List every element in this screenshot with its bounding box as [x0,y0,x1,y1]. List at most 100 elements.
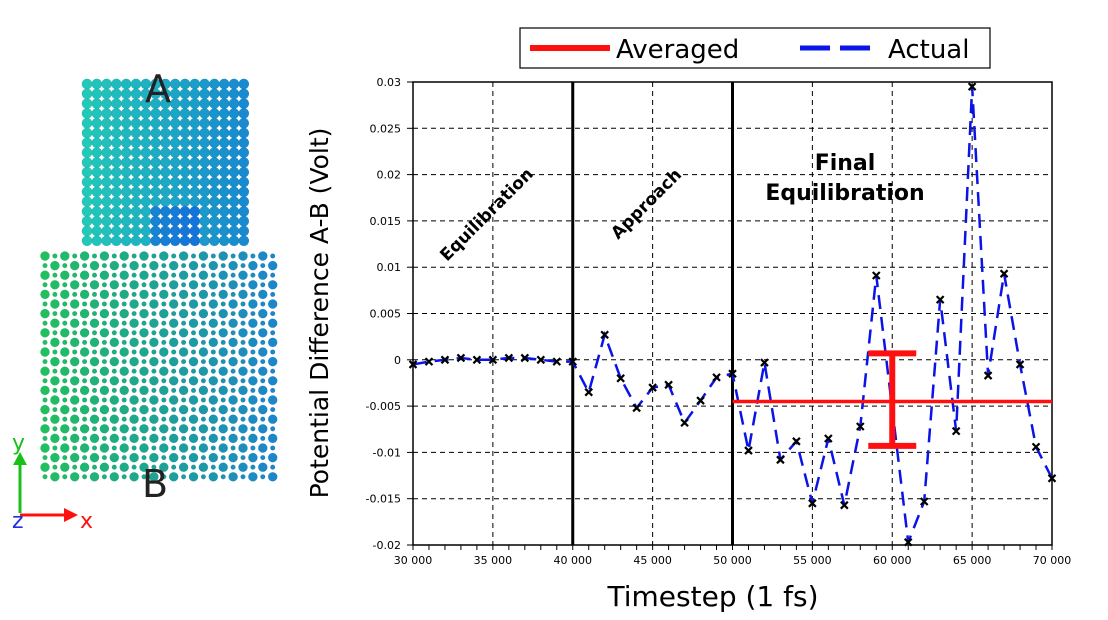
atom [62,358,68,365]
atom [161,320,167,326]
atom [59,443,70,453]
atom [69,452,80,463]
atom [180,454,187,461]
atom [270,310,276,317]
legend: Averaged Actual [519,27,991,69]
atom [267,433,278,444]
x-marker [1047,474,1057,483]
atom [139,308,149,319]
atom [151,426,157,432]
atom [267,356,278,367]
x-marker [776,455,785,465]
atom [240,435,246,442]
x-marker [552,357,562,366]
atom [81,301,88,307]
atom [168,318,179,329]
atom [161,262,167,269]
atom [210,310,216,317]
atom [121,320,127,326]
atom [62,320,68,326]
atom [220,378,226,384]
atom [161,435,167,442]
data-point-marker [856,422,865,431]
atom [109,414,120,425]
series [408,82,1057,547]
atom [240,262,246,269]
atom [210,387,216,394]
atom [190,253,197,259]
atom [69,260,80,271]
atom [220,416,226,422]
atom [178,404,189,415]
atom [91,349,98,355]
atom [228,452,238,463]
atom [52,464,58,470]
atom [220,454,226,461]
atom [89,414,100,425]
data-point-marker [664,380,673,390]
atom [250,464,256,470]
data-point-marker [983,371,993,380]
atom [89,395,100,405]
atom [131,349,137,355]
atom [240,474,246,480]
atom [180,474,187,480]
atom [99,443,110,453]
atom [59,347,70,357]
atom [99,251,110,261]
atom [267,260,278,271]
y-axis-label: y [12,431,25,456]
atom [270,272,276,278]
x-marker [472,355,482,365]
data-point-marker [520,353,530,363]
x-axis-label: Timestep (1 fs) [607,580,819,613]
atom [81,397,88,403]
atom [52,253,58,259]
atom [131,310,137,317]
atom [248,375,258,386]
atom [89,471,100,482]
atom [79,462,90,473]
atom [248,395,258,405]
x-marker [616,374,625,383]
x-marker [424,357,434,366]
atom [89,433,100,444]
atom [230,426,236,432]
atom [101,378,108,384]
atom [40,347,50,357]
x-marker [680,418,689,428]
atom [111,464,117,470]
atom [250,387,256,394]
atom [250,406,256,413]
atom [99,289,110,300]
atom [210,426,216,432]
atom [257,289,268,300]
atom [129,299,139,309]
atom [190,406,197,413]
atom [158,289,169,300]
atom [89,260,100,271]
atom [149,279,159,290]
atom [101,339,108,346]
data-point-marker [744,446,753,455]
atom [52,426,58,432]
atom [220,339,226,346]
atom [139,327,149,338]
atom [139,385,149,396]
atom [151,330,157,336]
atom [69,279,80,290]
atom [161,282,167,288]
atom [131,387,137,394]
atom [119,347,130,357]
atom [99,347,110,357]
atom [131,406,137,413]
atom [121,301,127,307]
atom [131,445,137,451]
y-tick-label: 0.005 [370,308,402,321]
atom [238,462,248,473]
data-point-marker [951,426,961,436]
data-point-marker [967,82,977,91]
atom [240,358,246,365]
atom [171,272,177,278]
atom [228,433,238,444]
